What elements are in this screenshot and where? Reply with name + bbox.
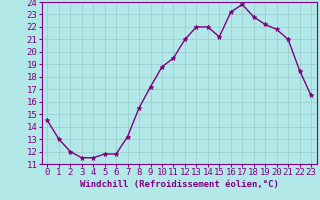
X-axis label: Windchill (Refroidissement éolien,°C): Windchill (Refroidissement éolien,°C) [80,180,279,189]
